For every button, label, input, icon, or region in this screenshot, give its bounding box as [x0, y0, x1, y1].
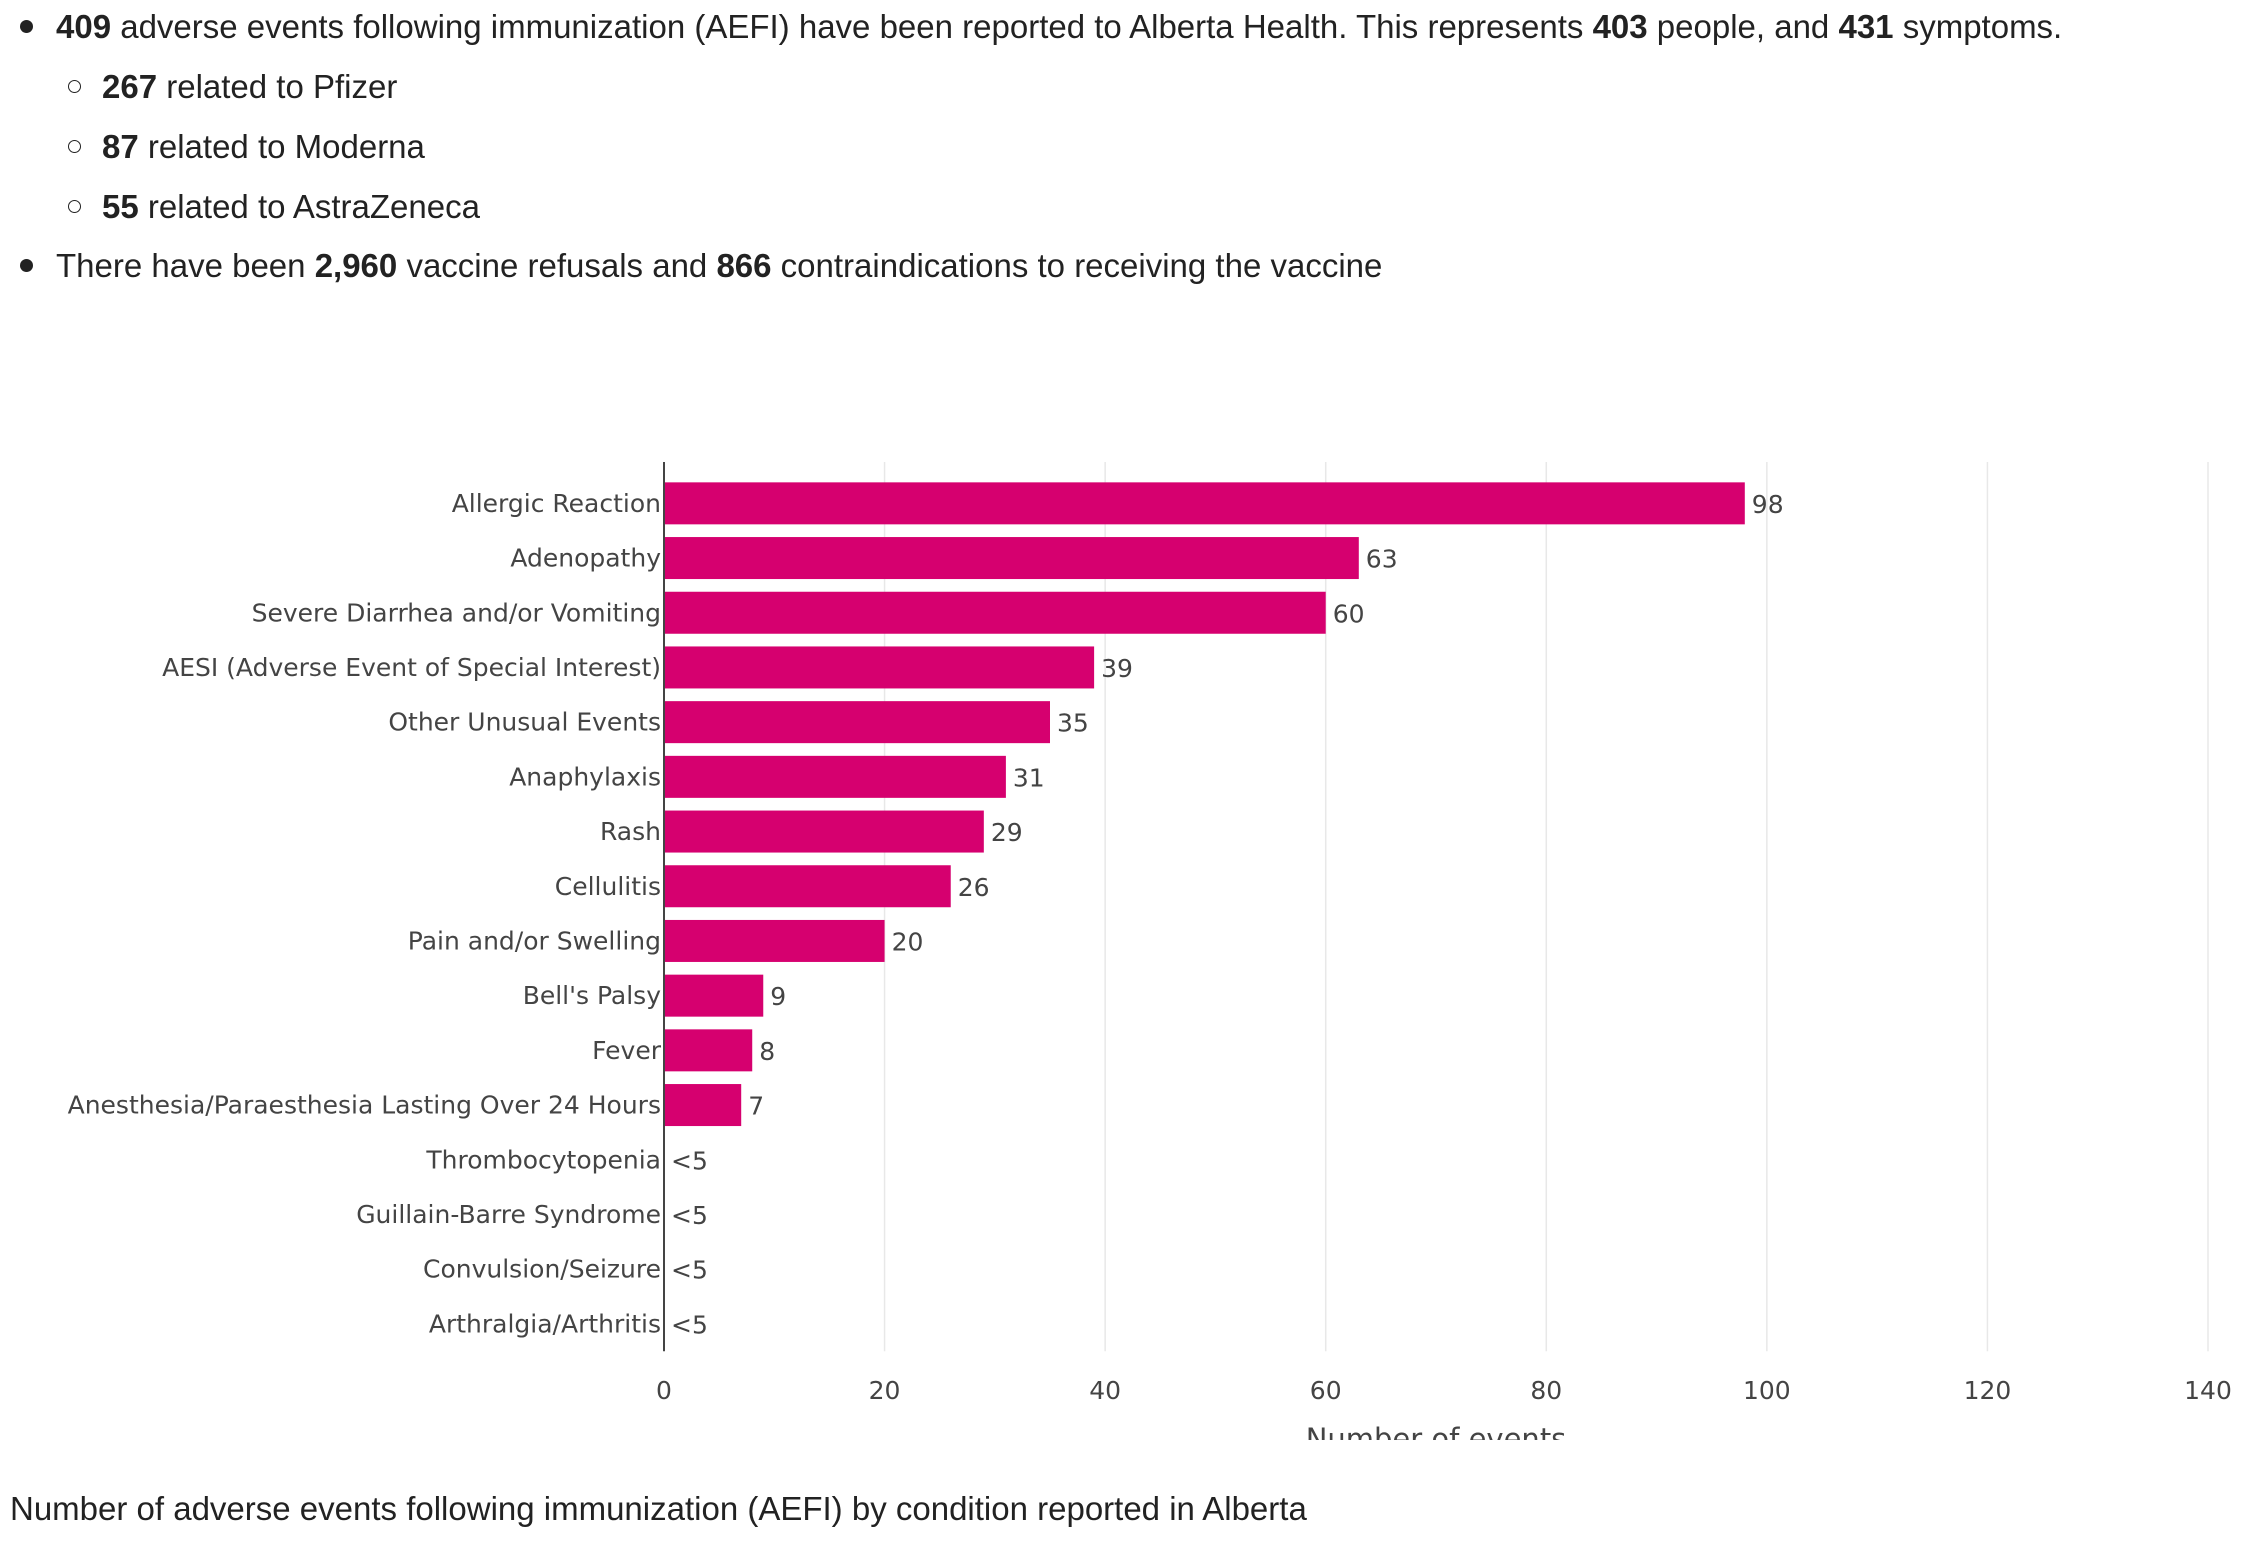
bar: [664, 755, 1006, 798]
bullet-dot-icon: [20, 259, 33, 272]
x-tick-label: 0: [656, 1376, 672, 1405]
bar: [664, 537, 1359, 580]
data-label: 39: [1101, 654, 1133, 683]
data-label: 7: [748, 1092, 764, 1121]
bar: [664, 1029, 753, 1072]
category-label: AESI (Adverse Event of Special Interest): [162, 653, 661, 682]
x-tick-label: 140: [2184, 1376, 2232, 1405]
category-label: Cellulitis: [555, 872, 661, 901]
data-label: 20: [892, 927, 924, 956]
bullet-circle-icon: [68, 140, 81, 153]
summary-subitem-astrazeneca: 55 related to AstraZeneca: [68, 188, 480, 226]
category-label: Anesthesia/Paraesthesia Lasting Over 24 …: [68, 1091, 661, 1120]
summary-item-aefi-total: 409 adverse events following immunizatio…: [20, 8, 2063, 46]
contraindications-count: 866: [716, 247, 772, 284]
data-label: 8: [759, 1037, 775, 1066]
data-label: 60: [1333, 599, 1365, 628]
summary-text: adverse events following immunization (A…: [111, 8, 1593, 45]
x-tick-label: 60: [1310, 1376, 1342, 1405]
bar: [664, 591, 1326, 634]
category-label: Convulsion/Seizure: [423, 1255, 661, 1284]
category-label: Pain and/or Swelling: [408, 926, 661, 955]
bar: [664, 919, 885, 962]
aefi-count: 409: [56, 8, 112, 45]
bullet-dot-icon: [20, 20, 33, 33]
data-label: <5: [671, 1146, 708, 1175]
summary-text: people, and: [1647, 8, 1839, 45]
summary-text: symptoms.: [1893, 8, 2063, 45]
category-label: Fever: [592, 1036, 662, 1065]
moderna-label: related to Moderna: [138, 128, 425, 165]
data-label: <5: [671, 1256, 708, 1285]
bar: [664, 482, 1745, 525]
bar: [664, 1084, 742, 1127]
chart-caption: Number of adverse events following immun…: [10, 1490, 1307, 1527]
category-label: Other Unusual Events: [388, 708, 661, 737]
x-tick-label: 120: [1964, 1376, 2012, 1405]
summary-item-refusals: There have been 2,960 vaccine refusals a…: [20, 247, 1383, 285]
x-tick-label: 100: [1743, 1376, 1791, 1405]
category-label: Bell's Palsy: [523, 981, 662, 1010]
data-label: 31: [1013, 763, 1045, 792]
category-label: Adenopathy: [510, 544, 661, 573]
data-label: 98: [1752, 490, 1784, 519]
people-count: 403: [1592, 8, 1648, 45]
bullet-circle-icon: [68, 80, 81, 93]
bar: [664, 865, 951, 908]
summary-text: contraindications to receiving the vacci…: [771, 247, 1383, 284]
summary-subitem-pfizer: 267 related to Pfizer: [68, 68, 398, 106]
pfizer-count: 267: [102, 68, 158, 105]
category-label: Severe Diarrhea and/or Vomiting: [252, 598, 661, 627]
data-label: 9: [770, 982, 786, 1011]
data-label: 26: [958, 873, 990, 902]
astrazeneca-count: 55: [102, 188, 139, 225]
x-tick-label: 20: [869, 1376, 901, 1405]
category-label: Arthralgia/Arthritis: [429, 1309, 661, 1338]
bar: [664, 701, 1050, 744]
data-label: 63: [1366, 545, 1398, 574]
moderna-count: 87: [102, 128, 139, 165]
aefi-bar-chart: Allergic Reaction 98 Adenopathy 63 Severe Di…: [0, 440, 2243, 1456]
x-tick-label: 40: [1089, 1376, 1121, 1405]
data-label: 29: [991, 818, 1023, 847]
bar: [664, 974, 764, 1017]
x-tick-label: 80: [1530, 1376, 1562, 1405]
symptoms-count: 431: [1838, 8, 1894, 45]
category-label: Allergic Reaction: [452, 489, 661, 518]
bullet-circle-icon: [68, 200, 81, 213]
category-label: Guillain-Barre Syndrome: [356, 1200, 661, 1229]
category-label: Rash: [600, 817, 661, 846]
data-label: <5: [671, 1310, 708, 1339]
data-label: <5: [671, 1201, 708, 1230]
pfizer-label: related to Pfizer: [157, 68, 398, 105]
category-label: Thrombocytopenia: [425, 1145, 661, 1174]
refusals-count: 2,960: [314, 247, 398, 284]
bar: [664, 646, 1095, 689]
bar: [664, 810, 984, 853]
data-label: 35: [1057, 709, 1089, 738]
summary-subitem-moderna: 87 related to Moderna: [68, 128, 425, 166]
category-label: Anaphylaxis: [509, 762, 661, 791]
summary-text: vaccine refusals and: [397, 247, 717, 284]
x-axis-title: Number of events: [1306, 1422, 1567, 1440]
summary-text: There have been: [56, 247, 315, 284]
astrazeneca-label: related to AstraZeneca: [138, 188, 480, 225]
